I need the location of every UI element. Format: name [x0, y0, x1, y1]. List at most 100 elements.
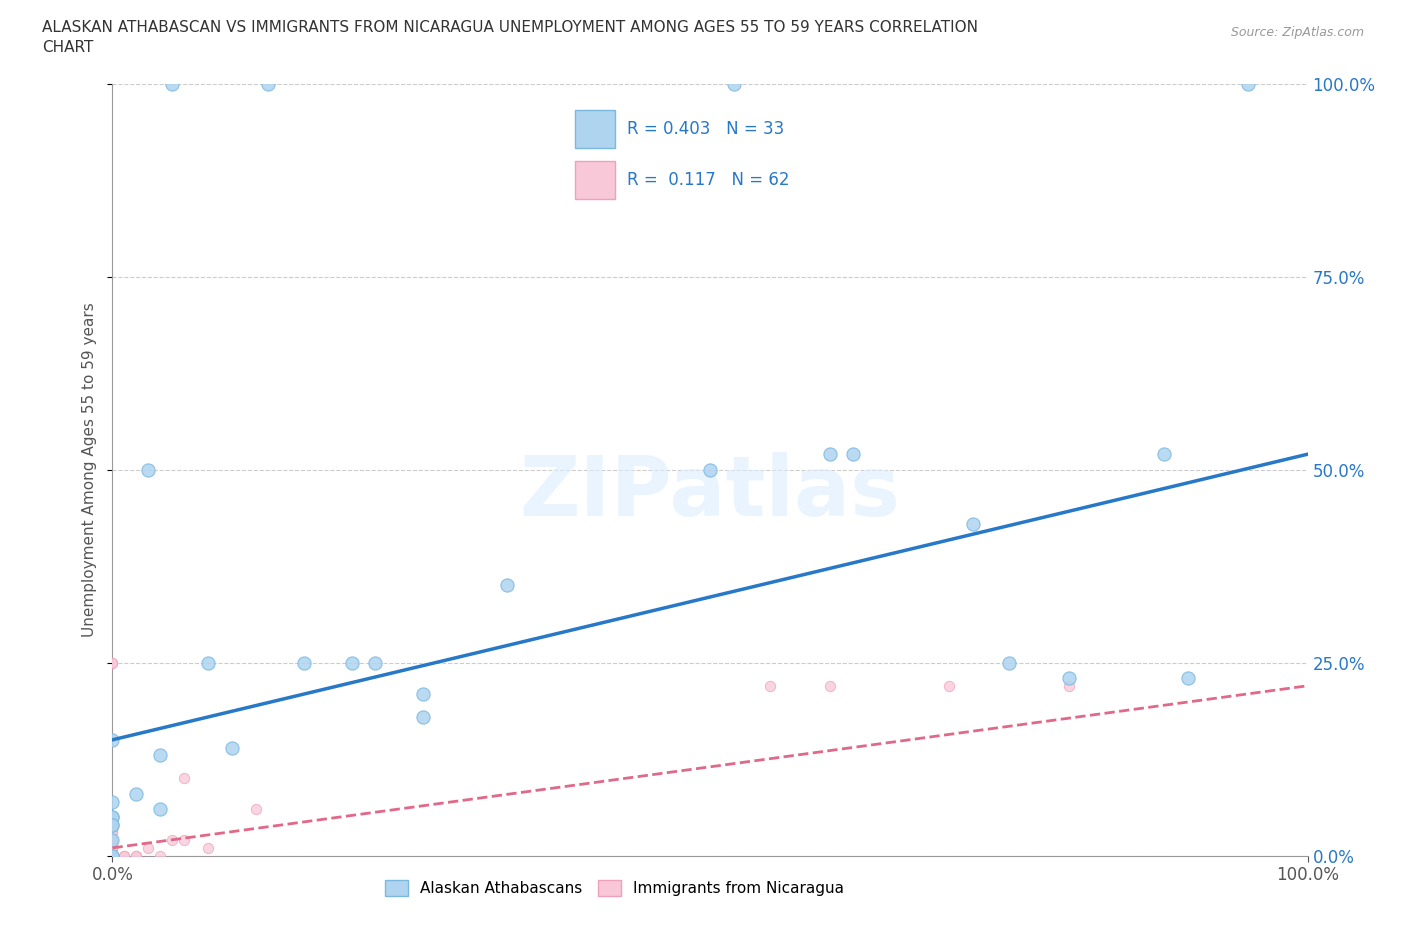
Point [114, 848, 135, 863]
Point [101, 848, 124, 863]
Point [101, 794, 124, 809]
Point [138, 841, 160, 856]
Point [962, 516, 984, 531]
Point [101, 848, 124, 863]
Point [101, 832, 124, 847]
Point [101, 848, 124, 863]
Point [101, 733, 124, 748]
Point [101, 848, 124, 863]
Point [125, 848, 148, 863]
Point [101, 832, 124, 847]
Point [412, 710, 434, 724]
Point [101, 656, 124, 671]
Point [257, 76, 280, 91]
Point [412, 686, 434, 701]
Point [101, 848, 124, 863]
Point [101, 848, 124, 863]
Y-axis label: Unemployment Among Ages 55 to 59 years: Unemployment Among Ages 55 to 59 years [82, 302, 97, 637]
Point [101, 848, 124, 863]
Text: ZIPatlas: ZIPatlas [520, 452, 900, 533]
Point [101, 817, 124, 832]
Text: ALASKAN ATHABASCAN VS IMMIGRANTS FROM NICARAGUA UNEMPLOYMENT AMONG AGES 55 TO 59: ALASKAN ATHABASCAN VS IMMIGRANTS FROM NI… [42, 20, 979, 35]
Point [245, 802, 267, 817]
Legend: Alaskan Athabascans, Immigrants from Nicaragua: Alaskan Athabascans, Immigrants from Nic… [378, 874, 851, 902]
Point [101, 848, 124, 863]
Point [101, 825, 124, 840]
Point [101, 848, 124, 863]
Point [1177, 671, 1199, 685]
Point [101, 832, 124, 847]
Point [149, 748, 172, 763]
Point [818, 678, 841, 693]
Point [101, 841, 124, 856]
Point [101, 848, 124, 863]
Point [842, 446, 865, 461]
Point [162, 76, 183, 91]
Point [101, 848, 124, 863]
Point [221, 740, 243, 755]
Point [101, 848, 124, 863]
Point [101, 848, 124, 863]
Point [364, 656, 387, 671]
Point [101, 841, 124, 856]
Point [101, 825, 124, 840]
Point [173, 771, 195, 786]
Point [101, 848, 124, 863]
Point [101, 848, 124, 863]
Point [138, 462, 160, 477]
Text: CHART: CHART [42, 40, 94, 55]
Point [101, 848, 124, 863]
Point [114, 848, 135, 863]
Point [101, 848, 124, 863]
Point [101, 848, 124, 863]
Point [101, 817, 124, 832]
Point [101, 809, 124, 825]
Text: Source: ZipAtlas.com: Source: ZipAtlas.com [1230, 26, 1364, 39]
Point [101, 848, 124, 863]
Point [101, 848, 124, 863]
Point [101, 841, 124, 856]
Point [101, 848, 124, 863]
Point [125, 787, 148, 802]
Point [340, 656, 363, 671]
Point [101, 848, 124, 863]
Point [101, 832, 124, 847]
Point [149, 848, 172, 863]
Point [1057, 678, 1080, 693]
Point [101, 817, 124, 832]
Point [101, 848, 124, 863]
Point [101, 848, 124, 863]
Point [723, 76, 745, 91]
Point [496, 578, 519, 593]
Point [101, 848, 124, 863]
Point [101, 848, 124, 863]
Point [1057, 671, 1080, 685]
Point [101, 817, 124, 832]
Point [173, 832, 195, 847]
Point [1237, 76, 1260, 91]
Point [938, 678, 960, 693]
Point [101, 848, 124, 863]
Point [101, 848, 124, 863]
Point [101, 848, 124, 863]
Point [1153, 446, 1175, 461]
Point [197, 841, 219, 856]
Point [162, 832, 183, 847]
Point [101, 841, 124, 856]
Point [101, 832, 124, 847]
Point [101, 848, 124, 863]
Point [101, 832, 124, 847]
Point [998, 656, 1021, 671]
Point [197, 656, 219, 671]
Point [699, 462, 721, 477]
Point [101, 848, 124, 863]
Point [292, 656, 315, 671]
Point [101, 848, 124, 863]
Point [149, 802, 172, 817]
Point [759, 678, 782, 693]
Point [818, 446, 841, 461]
Point [101, 848, 124, 863]
Point [101, 848, 124, 863]
Point [101, 809, 124, 825]
Point [101, 656, 124, 671]
